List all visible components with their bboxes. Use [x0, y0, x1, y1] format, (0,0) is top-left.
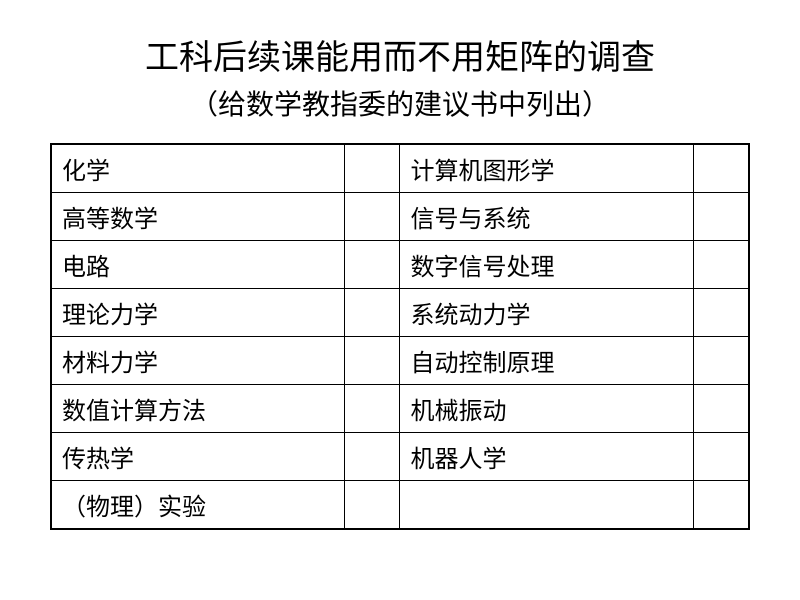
table-cell	[693, 337, 749, 385]
table-cell: 材料力学	[51, 337, 344, 385]
table-cell: 电路	[51, 241, 344, 289]
table-cell	[693, 289, 749, 337]
table-cell	[344, 385, 400, 433]
table-cell: 高等数学	[51, 193, 344, 241]
table-cell	[693, 385, 749, 433]
table-row: 传热学 机器人学	[51, 433, 749, 481]
table-cell: 化学	[51, 144, 344, 193]
table-row: 数值计算方法 机械振动	[51, 385, 749, 433]
table-cell	[344, 337, 400, 385]
page-subtitle: （给数学教指委的建议书中列出）	[190, 83, 610, 123]
courses-table-container: 化学 计算机图形学 高等数学 信号与系统 电路 数字信号处理 理论力学 系统动	[50, 143, 750, 530]
table-cell: 自动控制原理	[400, 337, 693, 385]
table-cell: 理论力学	[51, 289, 344, 337]
table-cell	[344, 241, 400, 289]
table-cell	[344, 193, 400, 241]
table-cell: 数值计算方法	[51, 385, 344, 433]
table-row: 化学 计算机图形学	[51, 144, 749, 193]
table-cell	[400, 481, 693, 530]
table-cell: 信号与系统	[400, 193, 693, 241]
table-cell	[693, 241, 749, 289]
table-cell	[344, 144, 400, 193]
table-row: （物理）实验	[51, 481, 749, 530]
table-body: 化学 计算机图形学 高等数学 信号与系统 电路 数字信号处理 理论力学 系统动	[51, 144, 749, 529]
page-title: 工科后续课能用而不用矩阵的调查	[145, 30, 655, 79]
courses-table: 化学 计算机图形学 高等数学 信号与系统 电路 数字信号处理 理论力学 系统动	[50, 143, 750, 530]
table-cell: （物理）实验	[51, 481, 344, 530]
table-cell	[693, 481, 749, 530]
table-cell: 系统动力学	[400, 289, 693, 337]
table-row: 材料力学 自动控制原理	[51, 337, 749, 385]
table-row: 电路 数字信号处理	[51, 241, 749, 289]
table-cell	[344, 433, 400, 481]
table-cell: 机械振动	[400, 385, 693, 433]
table-cell: 传热学	[51, 433, 344, 481]
table-cell: 数字信号处理	[400, 241, 693, 289]
table-cell: 机器人学	[400, 433, 693, 481]
table-cell	[344, 289, 400, 337]
table-row: 高等数学 信号与系统	[51, 193, 749, 241]
table-row: 理论力学 系统动力学	[51, 289, 749, 337]
table-cell	[693, 144, 749, 193]
table-cell	[693, 433, 749, 481]
table-cell	[693, 193, 749, 241]
table-cell: 计算机图形学	[400, 144, 693, 193]
table-cell	[344, 481, 400, 530]
